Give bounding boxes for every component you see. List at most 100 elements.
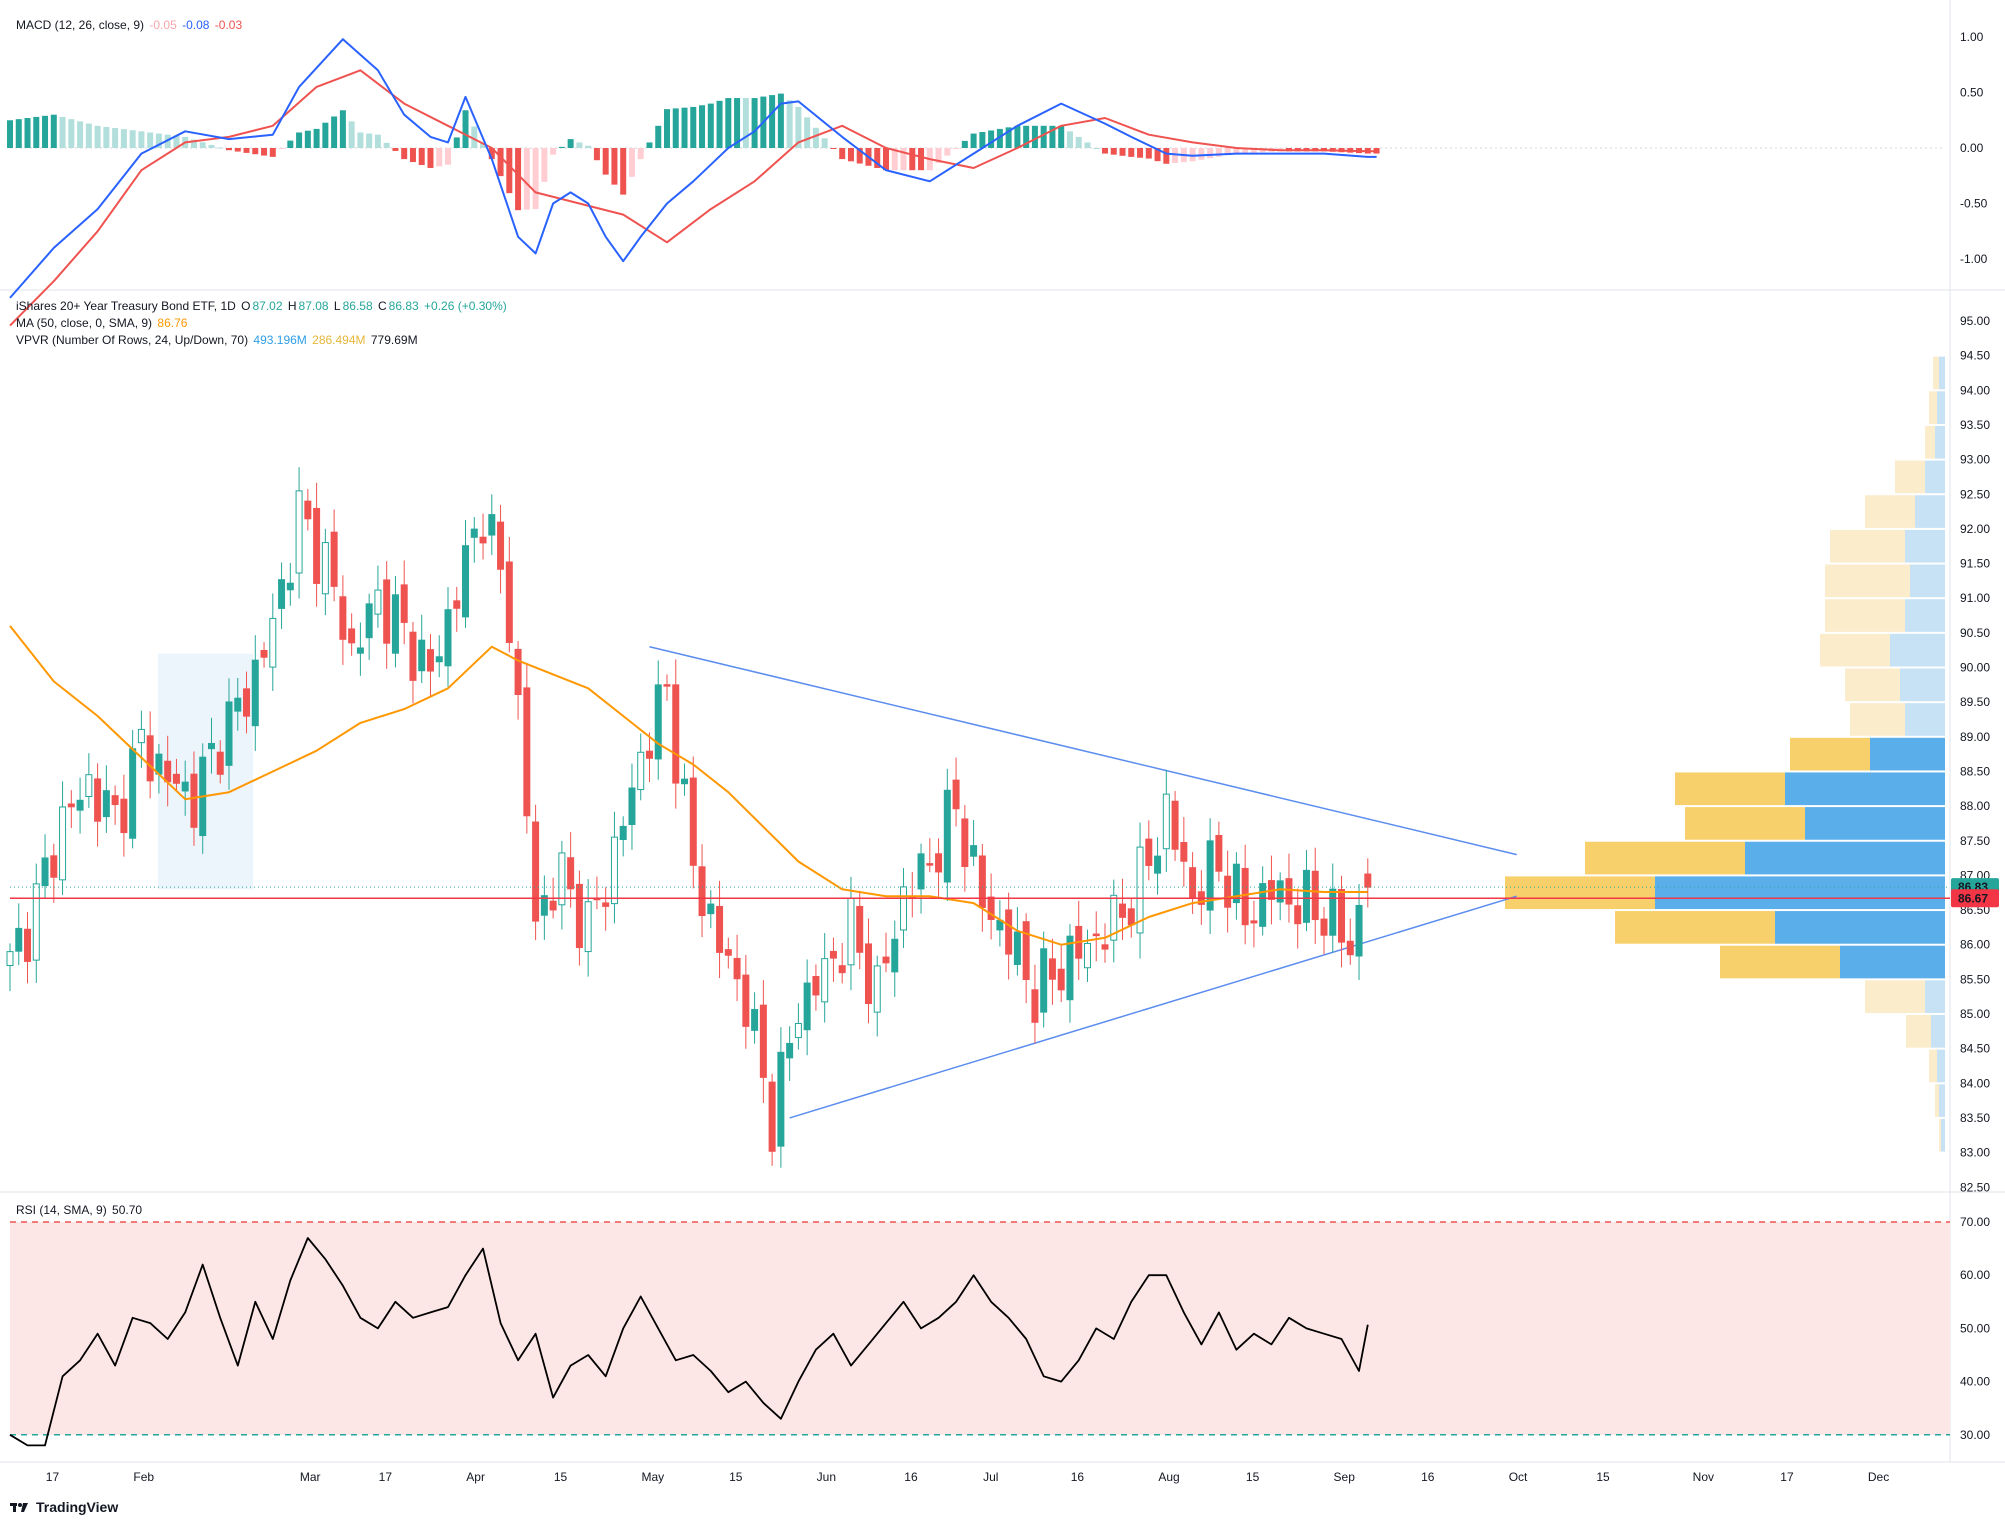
candle-down — [216, 751, 224, 775]
vpvr-down-row — [1906, 1015, 1931, 1048]
candle-up — [234, 697, 242, 712]
candle-down — [864, 943, 872, 1005]
candle-up — [278, 579, 286, 609]
candle-down — [1101, 944, 1109, 950]
vpvr-up-row — [1745, 841, 1945, 875]
vpvr-up-row — [1910, 564, 1945, 598]
candle-down — [67, 803, 75, 808]
price-tick-label: 86.00 — [1960, 938, 1990, 952]
macd-histogram-bar — [681, 107, 688, 148]
macd-histogram-bar — [1242, 148, 1249, 154]
candle-down — [146, 735, 154, 782]
vpvr-up-row — [1931, 1015, 1945, 1048]
candle-down — [330, 531, 338, 587]
price-tick-label: 92.50 — [1960, 487, 1990, 501]
time-tick-label: 17 — [1780, 1470, 1794, 1484]
vpvr-up-row — [1925, 980, 1945, 1013]
candle-down — [716, 905, 724, 953]
macd-histogram-bar — [716, 100, 723, 148]
price-tick-label: 92.00 — [1960, 522, 1990, 536]
macd-histogram-bar — [953, 148, 960, 149]
candle-up — [786, 1042, 794, 1059]
time-tick-label: May — [641, 1470, 664, 1484]
tradingview-logo[interactable]: TradingView — [10, 1499, 118, 1515]
macd-histogram-bar — [436, 148, 443, 167]
candle-down — [1057, 968, 1065, 991]
price-tick-label: 84.50 — [1960, 1042, 1990, 1056]
vpvr-up-row — [1915, 495, 1945, 528]
macd-histogram-bar — [567, 139, 574, 148]
vpvr-up-value: 493.196M — [253, 333, 307, 347]
macd-histogram-bar — [777, 93, 784, 148]
vpvr-title[interactable]: VPVR (Number Of Rows, 24, Up/Down, 70) — [16, 333, 249, 347]
candle-up — [76, 799, 84, 811]
candle-up — [1136, 846, 1144, 934]
macd-histogram-bar — [839, 148, 846, 160]
symbol-title[interactable]: iShares 20+ Year Treasury Bond ETF, 1D — [16, 299, 236, 313]
candle-down — [952, 779, 960, 810]
vpvr-down-row — [1929, 391, 1937, 424]
macd-histogram-bar — [1014, 125, 1021, 148]
macd-histogram-bar — [1049, 125, 1056, 148]
candle-up — [584, 901, 592, 953]
macd-histogram-bar — [637, 148, 644, 160]
macd-histogram-bar — [462, 110, 469, 148]
macd-histogram-bar — [576, 142, 583, 148]
rsi-legend[interactable]: RSI (14, SMA, 9) 50.70 — [16, 1203, 144, 1217]
macd-histogram-bar — [366, 133, 373, 148]
candle-down — [759, 1004, 767, 1078]
candle-up — [794, 1022, 802, 1039]
macd-histogram-bar — [155, 133, 162, 148]
price-tick-label: 83.00 — [1960, 1146, 1990, 1160]
candle-down — [1145, 838, 1153, 866]
ma-legend[interactable]: MA (50, close, 0, SMA, 9) 86.76 — [16, 316, 189, 330]
macd-histogram-bar — [42, 115, 49, 148]
candle-up — [873, 965, 881, 1013]
candle-down — [94, 778, 102, 822]
time-tick-label: Nov — [1693, 1470, 1714, 1484]
time-tick-label: 15 — [729, 1470, 743, 1484]
price-tick-label: 91.00 — [1960, 591, 1990, 605]
open-label: O — [241, 299, 251, 313]
macd-histogram-bar — [769, 95, 776, 148]
macd-histogram-bar — [94, 125, 101, 148]
macd-histogram-bar — [445, 148, 451, 165]
candle-down — [724, 949, 732, 956]
candle-up — [654, 684, 662, 760]
macd-histogram-bar — [313, 128, 320, 148]
macd-histogram-bar — [1110, 148, 1117, 155]
candle-down — [243, 688, 251, 717]
candle-up — [943, 789, 951, 883]
macd-histogram-bar — [795, 106, 802, 148]
candle-down — [304, 500, 312, 520]
macd-histogram-bar — [427, 148, 434, 168]
candle-down — [1048, 958, 1056, 980]
candle-down — [409, 631, 417, 681]
vpvr-up-row — [1840, 945, 1945, 979]
time-tick-label: 15 — [1596, 1470, 1610, 1484]
candle-down — [24, 928, 32, 962]
vpvr-down-row — [1935, 1084, 1939, 1117]
candle-down — [453, 600, 461, 609]
vpvr-legend[interactable]: VPVR (Number Of Rows, 24, Up/Down, 70) 4… — [16, 333, 420, 347]
candle-down — [1092, 933, 1100, 937]
macd-histogram-bar — [970, 133, 977, 148]
time-tick-label: 16 — [904, 1470, 918, 1484]
candle-down — [505, 561, 513, 643]
macd-histogram-bar — [401, 148, 408, 160]
candle-up — [681, 778, 689, 785]
macd-histogram-bar — [33, 116, 40, 148]
rsi-title[interactable]: RSI (14, SMA, 9) — [16, 1203, 107, 1217]
candle-up — [295, 490, 303, 574]
price-legend[interactable]: iShares 20+ Year Treasury Bond ETF, 1D O… — [16, 299, 509, 313]
rsi-value: 50.70 — [112, 1203, 143, 1217]
macd-histogram-bar — [690, 106, 697, 148]
vpvr-up-row — [1905, 529, 1945, 563]
candle-up — [32, 883, 40, 961]
candle-down — [1311, 870, 1319, 921]
price-tick-label: 93.50 — [1960, 418, 1990, 432]
macd-histogram-bar — [243, 148, 250, 153]
ma-title[interactable]: MA (50, close, 0, SMA, 9) — [16, 316, 153, 330]
macd-histogram-bar — [1189, 148, 1196, 162]
candle-up — [374, 589, 382, 615]
